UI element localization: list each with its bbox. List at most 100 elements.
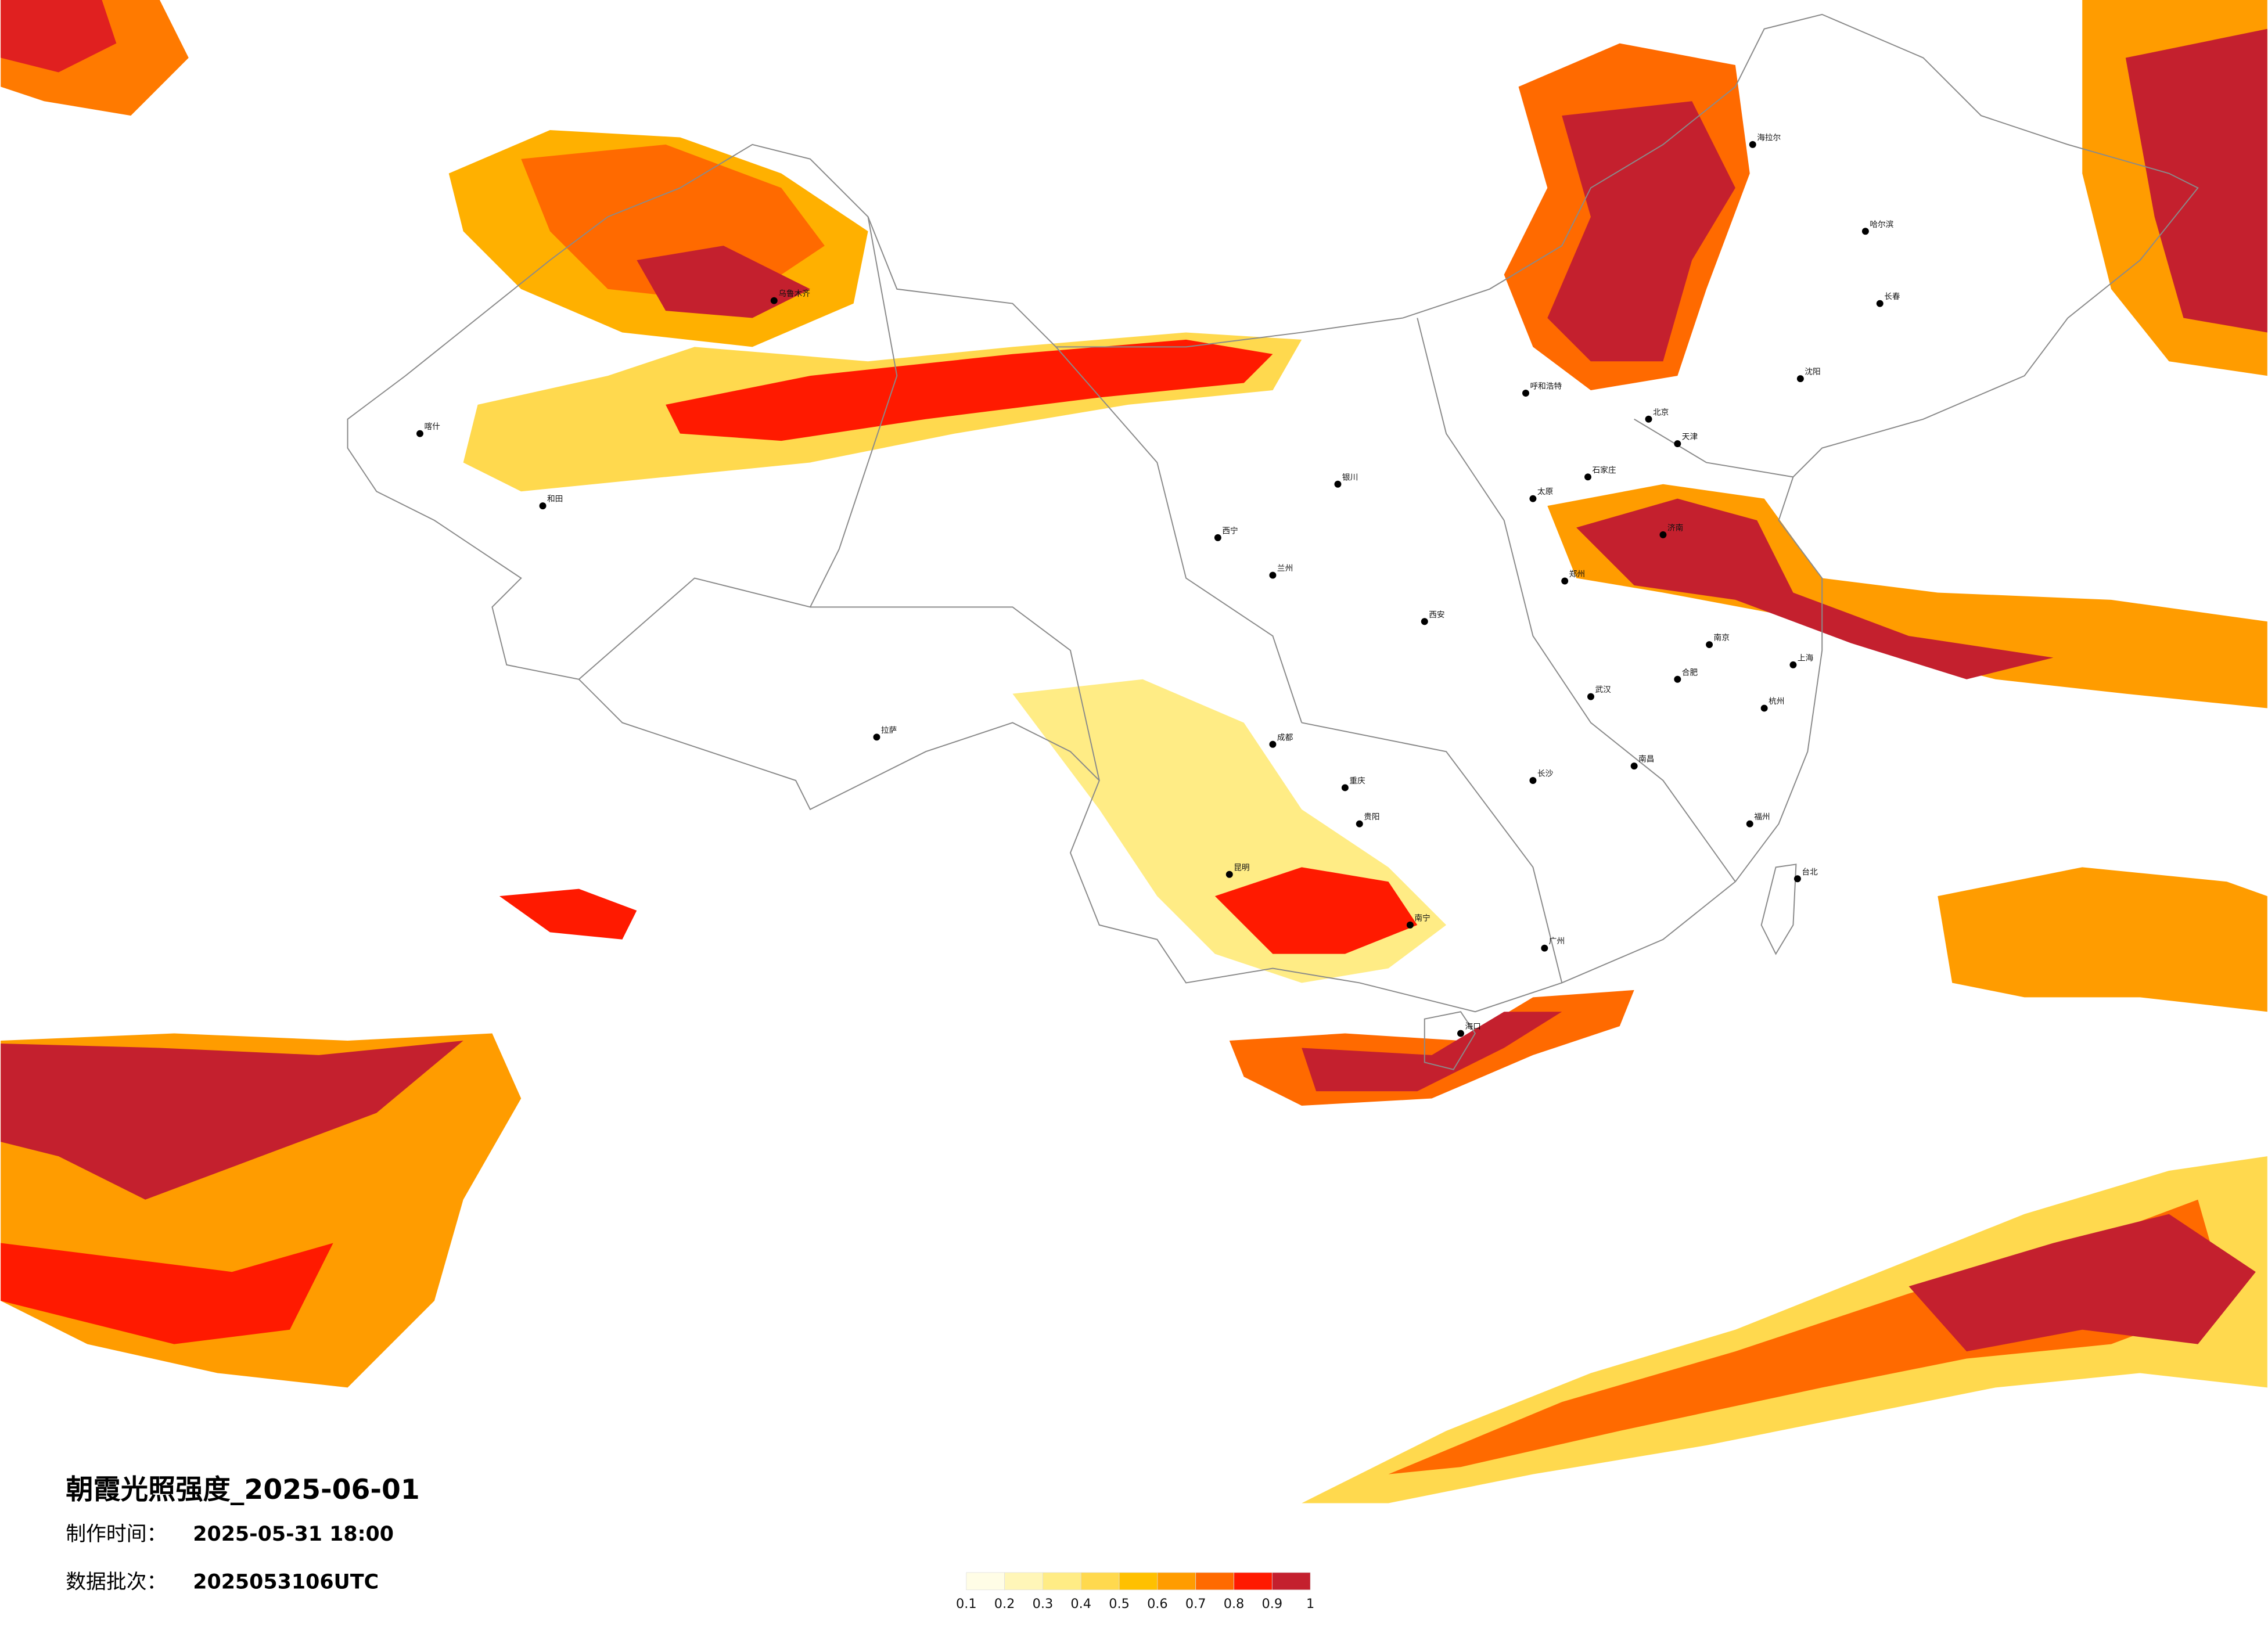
intensity-area — [637, 246, 810, 318]
map-title: 朝霞光照强度_2025-06-01 — [66, 1474, 420, 1506]
city-label: 兰州 — [1277, 564, 1293, 573]
city-label: 海拉尔 — [1757, 133, 1781, 142]
province-border — [578, 217, 898, 680]
city-dot — [1225, 870, 1233, 878]
city-label: 长沙 — [1537, 769, 1554, 779]
city-label: 拉萨 — [881, 726, 897, 735]
intensity-area — [1, 0, 117, 73]
intensity-area — [1, 1243, 333, 1344]
city-dot — [1584, 473, 1591, 481]
made-label: 制作时间： — [66, 1523, 167, 1546]
city-label: 乌鲁木齐 — [778, 289, 810, 298]
city-label: 海口 — [1465, 1022, 1480, 1031]
city-label: 和田 — [547, 495, 563, 504]
legend-swatch — [1043, 1572, 1081, 1591]
city-label: 上海 — [1798, 653, 1814, 663]
city-label: 天津 — [1682, 433, 1698, 442]
city-dot — [1674, 440, 1681, 448]
legend-label: 0.2 — [994, 1596, 1015, 1611]
intensity-area — [499, 888, 637, 940]
intensity-area — [1576, 498, 2054, 679]
city-dot — [1876, 300, 1884, 307]
legend: 0.1 0.2 0.3 0.4 0.5 0.6 0.7 0.8 0.9 1 — [956, 1572, 1314, 1611]
city-dot — [1457, 1030, 1464, 1037]
legend-swatch — [1080, 1572, 1120, 1591]
province-border — [1634, 418, 1793, 478]
city-dot — [873, 733, 880, 741]
legend-swatch — [966, 1572, 1005, 1591]
legend-swatch — [1195, 1572, 1234, 1591]
city-label: 重庆 — [1349, 776, 1365, 786]
city-label: 南宁 — [1414, 913, 1430, 923]
city-label: 喀什 — [424, 422, 440, 431]
city-dot — [1645, 415, 1652, 423]
city-label: 呼和浩特 — [1530, 382, 1562, 391]
city-dot — [1796, 375, 1804, 383]
city-label: 昆明 — [1234, 863, 1249, 872]
city-dot — [1269, 740, 1277, 748]
taiwan-border — [1760, 864, 1797, 955]
city-label: 成都 — [1277, 733, 1293, 742]
city-dot — [1706, 641, 1713, 649]
city-label: 长春 — [1884, 292, 1900, 301]
city-label: 沈阳 — [1805, 368, 1820, 377]
intensity-area — [2125, 28, 2267, 333]
legend-label: 0.9 — [1262, 1596, 1283, 1611]
city-label: 郑州 — [1569, 570, 1585, 579]
made-time: 2025-05-31 18:00 — [193, 1523, 394, 1546]
city-label: 西安 — [1429, 610, 1444, 620]
city-dot — [1630, 762, 1638, 770]
batch-label: 数据批次： — [66, 1570, 167, 1593]
legend-label: 0.4 — [1070, 1596, 1091, 1611]
city-dot — [1341, 784, 1349, 792]
city-dot — [1789, 661, 1797, 668]
city-dot — [416, 430, 423, 437]
city-label: 杭州 — [1769, 697, 1784, 706]
city-dot — [1529, 495, 1537, 502]
intensity-area — [1229, 990, 1634, 1106]
city-label: 南京 — [1714, 634, 1730, 643]
legend-swatch — [1119, 1572, 1158, 1591]
province-border — [1302, 722, 1563, 983]
city-dot — [1529, 777, 1537, 784]
legend-swatch — [1271, 1572, 1311, 1591]
intensity-area — [1302, 1012, 1562, 1092]
city-dot — [1214, 534, 1221, 541]
legend-label: 0.6 — [1147, 1596, 1168, 1611]
city-dot — [1421, 618, 1428, 625]
batch-value: 2025053106UTC — [193, 1570, 379, 1593]
city-label: 西宁 — [1222, 526, 1238, 535]
intensity-field — [1, 0, 2267, 1503]
city-dot — [770, 297, 778, 304]
legend-label: 0.8 — [1224, 1596, 1245, 1611]
city-label: 北京 — [1653, 408, 1669, 417]
city-label: 银川 — [1342, 473, 1358, 482]
intensity-area — [666, 339, 1273, 441]
city-label: 台北 — [1802, 868, 1818, 877]
city-label: 南昌 — [1638, 755, 1654, 764]
country-outline — [347, 13, 2199, 1070]
city-dot — [1760, 704, 1768, 712]
city-dot — [1793, 875, 1801, 883]
intensity-area — [1, 1041, 463, 1200]
city-dot — [1861, 228, 1869, 235]
intensity-area — [1547, 101, 1735, 362]
city-dot — [539, 502, 547, 510]
province-border — [810, 606, 1100, 781]
legend-label: 0.3 — [1033, 1596, 1054, 1611]
legend-swatch — [1234, 1572, 1273, 1591]
province-border — [1417, 318, 1736, 882]
intensity-area — [1214, 867, 1418, 954]
city-dot — [1406, 921, 1414, 929]
city-dot — [1749, 141, 1756, 148]
city-dot — [1269, 571, 1277, 579]
mainland-border — [347, 13, 2199, 1013]
city-dot — [1587, 693, 1594, 700]
city-label: 石家庄 — [1592, 465, 1616, 475]
city-label: 太原 — [1537, 487, 1553, 497]
city-label: 广州 — [1549, 937, 1565, 946]
city-dot — [1659, 531, 1667, 538]
intensity-area — [1938, 867, 2267, 1012]
